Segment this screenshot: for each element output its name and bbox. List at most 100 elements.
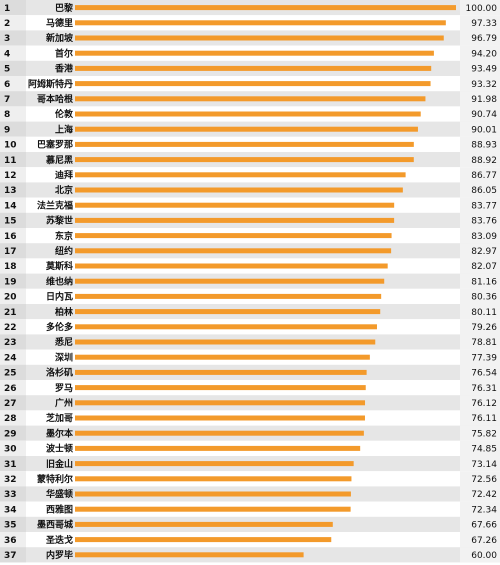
table-row: 26 罗马 76.31 — [0, 380, 500, 396]
category-label: 巴黎 — [55, 2, 73, 14]
table-row: 34 西雅图 72.34 — [0, 501, 500, 517]
category-label: 哥本哈根 — [37, 93, 74, 105]
value-label: 72.56 — [471, 475, 497, 485]
category-label: 柏林 — [55, 306, 74, 318]
category-label: 日内瓦 — [46, 291, 73, 303]
value-label: 94.20 — [471, 49, 497, 59]
category-label: 罗马 — [55, 383, 73, 394]
rank-cell-background — [0, 380, 26, 396]
bar — [75, 96, 426, 102]
rank-label: 4 — [4, 49, 10, 59]
category-label: 内罗毕 — [46, 549, 73, 561]
value-cell-background — [460, 136, 500, 152]
category-label: 蒙特利尔 — [37, 473, 73, 485]
rank-label: 10 — [4, 141, 17, 151]
category-label: 东京 — [55, 230, 73, 242]
value-label: 82.97 — [471, 247, 497, 257]
value-cell-background — [460, 334, 500, 350]
value-label: 80.11 — [471, 308, 497, 318]
table-row: 27 广州 76.12 — [0, 395, 500, 411]
rank-cell-background — [0, 91, 26, 107]
rank-cell-background — [0, 243, 26, 259]
category-label: 莫斯科 — [45, 260, 73, 272]
value-cell-background — [460, 440, 500, 456]
table-row: 9 上海 90.01 — [0, 121, 500, 137]
rank-cell-background — [0, 410, 26, 426]
value-cell-background — [460, 395, 500, 411]
rank-label: 35 — [4, 521, 17, 531]
table-row: 4 首尔 94.20 — [0, 45, 500, 61]
value-cell-background — [460, 106, 500, 122]
bar — [75, 111, 421, 117]
table-row: 36 圣迭戈 67.26 — [0, 532, 500, 548]
bar — [75, 400, 366, 406]
rank-label: 31 — [4, 460, 17, 470]
bar — [75, 233, 392, 239]
table-row: 14 法兰克福 83.77 — [0, 197, 500, 213]
category-label: 法兰克福 — [37, 199, 73, 211]
value-label: 90.01 — [471, 125, 497, 135]
value-label: 67.66 — [471, 521, 497, 531]
rank-label: 12 — [4, 171, 17, 181]
rank-label: 18 — [4, 262, 17, 272]
category-label: 西雅图 — [46, 503, 73, 515]
rank-label: 24 — [4, 353, 17, 363]
value-cell-background — [460, 349, 500, 365]
category-label: 苏黎世 — [46, 215, 73, 227]
rank-cell-background — [0, 532, 26, 548]
bar — [75, 324, 377, 330]
table-row: 6 阿姆斯特丹 93.32 — [0, 76, 500, 92]
rank-cell-background — [0, 273, 26, 289]
category-label: 香港 — [54, 63, 74, 75]
bar — [75, 552, 304, 558]
rank-cell-background — [0, 15, 26, 31]
value-cell-background — [460, 0, 500, 16]
value-cell-background — [460, 486, 500, 502]
rank-label: 37 — [4, 551, 17, 561]
value-cell-background — [460, 471, 500, 487]
bar — [75, 506, 351, 512]
rank-cell-background — [0, 395, 26, 411]
value-label: 82.07 — [471, 262, 497, 272]
value-label: 78.81 — [471, 338, 497, 348]
category-label: 芝加哥 — [46, 412, 73, 424]
value-label: 72.42 — [471, 490, 497, 500]
value-label: 93.32 — [471, 80, 497, 90]
value-cell-background — [460, 456, 500, 472]
rank-label: 14 — [4, 201, 17, 211]
value-label: 74.85 — [471, 445, 497, 455]
bar — [75, 385, 366, 391]
table-row: 31 旧金山 73.14 — [0, 456, 500, 472]
value-cell-background — [460, 197, 500, 213]
table-row: 13 北京 86.05 — [0, 182, 500, 198]
rank-label: 26 — [4, 384, 17, 394]
category-label: 悉尼 — [54, 336, 73, 348]
bar — [75, 491, 351, 497]
rank-cell-background — [0, 304, 26, 320]
value-label: 81.16 — [471, 277, 497, 287]
rank-label: 20 — [4, 293, 17, 303]
rank-label: 36 — [4, 536, 17, 546]
value-cell-background — [460, 547, 500, 563]
category-label: 慕尼黑 — [45, 154, 73, 166]
value-label: 67.26 — [471, 536, 497, 546]
bar — [75, 187, 403, 193]
rank-label: 13 — [4, 186, 17, 196]
value-label: 88.92 — [471, 156, 497, 166]
value-label: 97.33 — [471, 19, 497, 29]
bar — [75, 354, 370, 360]
value-cell-background — [460, 516, 500, 532]
rank-cell-background — [0, 456, 26, 472]
bar — [75, 35, 444, 41]
value-cell-background — [460, 532, 500, 548]
rank-cell-background — [0, 45, 26, 61]
value-label: 83.09 — [471, 232, 497, 242]
value-label: 93.49 — [471, 65, 497, 75]
value-label: 76.31 — [471, 384, 497, 394]
bar — [75, 126, 418, 132]
category-label: 广州 — [55, 397, 73, 409]
rank-cell-background — [0, 167, 26, 183]
rank-label: 22 — [4, 323, 17, 333]
value-cell-background — [460, 76, 500, 92]
